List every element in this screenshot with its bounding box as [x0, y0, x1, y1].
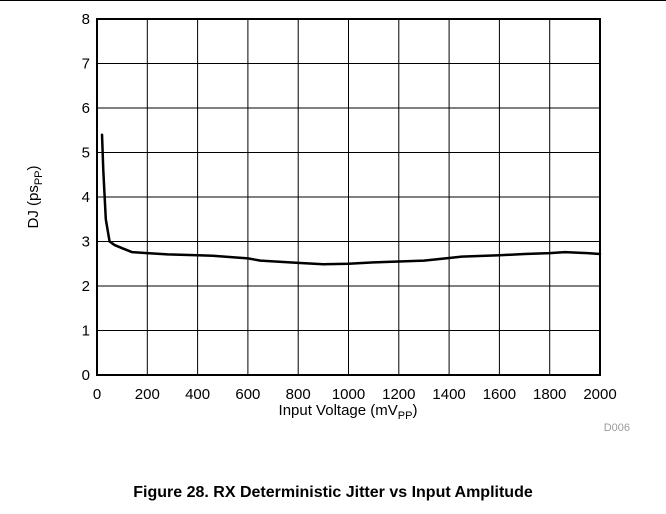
top-rule	[0, 0, 666, 1]
series-line	[100, 133, 602, 266]
x-tick-label: 0	[93, 386, 101, 403]
x-tick-labels: 0 200 400 600 800 1000 1200 1400 1600 1800 2000	[93, 386, 617, 403]
figure-caption: Figure 28. RX Deterministic Jitter vs In…	[133, 484, 533, 501]
x-tick-label: 1400	[432, 386, 465, 403]
y-tick-label: 7	[82, 56, 90, 73]
y-tick-label: 4	[82, 189, 90, 206]
y-axis-label-end: )	[25, 165, 42, 170]
y-axis-label-sub: PP	[33, 170, 45, 185]
x-axis-label-main: Input Voltage (mV	[279, 402, 398, 419]
x-tick-label: 1600	[483, 386, 516, 403]
y-tick-label: 6	[82, 100, 90, 117]
y-tick-label: 0	[82, 367, 90, 384]
plot-frame	[96, 18, 601, 376]
y-tick-label: 1	[82, 323, 90, 340]
x-tick-label: 800	[286, 386, 311, 403]
y-tick-labels: 0 1 2 3 4 5 6 7 8	[82, 11, 90, 384]
y-tick-label: 5	[82, 145, 90, 162]
x-tick-label: 1000	[332, 386, 365, 403]
x-axis-label-sub: PP	[398, 410, 413, 422]
y-tick-label: 3	[82, 234, 90, 251]
y-axis-label-main: DJ (ps	[25, 185, 42, 228]
chart: 0 200 400 600 800 1000 1200 1400 1600 1800 2000 0 1…	[25, 11, 630, 434]
x-tick-label: 600	[235, 386, 260, 403]
x-axis-label: Input Voltage (mVPP)	[279, 402, 418, 422]
x-tick-label: 2000	[583, 386, 616, 403]
y-axis-label: DJ (psPP)	[25, 165, 45, 228]
grid	[96, 18, 601, 376]
y-tick-label: 2	[82, 278, 90, 295]
x-tick-label: 400	[185, 386, 210, 403]
x-tick-label: 1800	[533, 386, 566, 403]
x-tick-label: 200	[135, 386, 160, 403]
x-tick-label: 1200	[382, 386, 415, 403]
figure-code: D006	[604, 422, 630, 434]
y-tick-label: 8	[82, 11, 90, 28]
x-axis-label-end: )	[412, 402, 417, 419]
series-layer	[100, 133, 602, 266]
